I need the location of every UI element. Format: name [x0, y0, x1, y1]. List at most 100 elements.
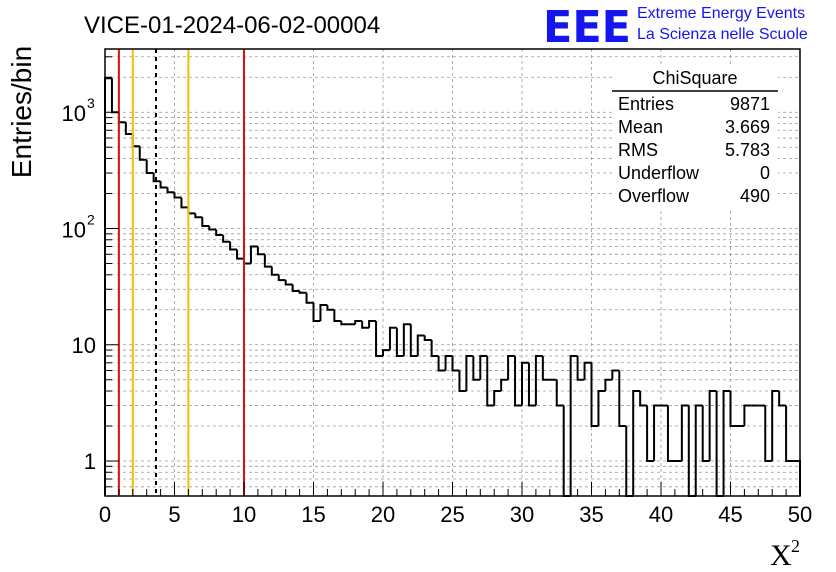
histogram-bin: [451, 356, 460, 372]
histogram-bin: [639, 391, 648, 407]
histogram-bin: [375, 321, 383, 358]
y-tick-exponent: 2: [87, 212, 95, 228]
x-tick-label: 20: [371, 502, 395, 527]
histogram-bin: [618, 370, 627, 428]
x-tick-label: 30: [510, 502, 534, 527]
y-tick-label: 10: [62, 101, 86, 126]
histogram-bin: [576, 356, 585, 381]
histogram-bin: [298, 290, 307, 294]
histogram-bin: [409, 324, 418, 358]
histogram-bin: [701, 405, 710, 463]
y-tick-label: 10: [62, 218, 86, 243]
stats-label: RMS: [618, 140, 658, 160]
histogram-bin: [291, 284, 300, 292]
histogram-bin: [382, 349, 390, 357]
histogram-bin: [368, 320, 377, 328]
histogram-bin: [472, 356, 481, 381]
histogram-bin: [270, 266, 279, 276]
histogram-bin: [437, 356, 446, 372]
histogram-bin: [194, 213, 203, 219]
x-tick-label: 35: [579, 502, 603, 527]
histogram-bin: [229, 241, 238, 251]
histogram-bin: [236, 249, 244, 260]
histogram-bin: [444, 355, 453, 371]
histogram-bin: [680, 404, 689, 462]
y-tick-label: 10: [72, 333, 96, 358]
histogram-bin: [743, 404, 752, 427]
histogram-bin: [569, 355, 578, 496]
histogram-bin: [416, 334, 425, 357]
histogram-bin: [388, 326, 397, 351]
x-tick-label: 45: [718, 502, 742, 527]
histogram-bin: [764, 405, 773, 463]
histogram-bin: [611, 369, 620, 380]
stats-box: ChiSquare Entries 9871 Mean 3.669 RMS 5.783 Und…: [612, 66, 778, 208]
histogram-bin: [263, 254, 272, 268]
y-axis-label: Entries/bin: [6, 46, 37, 178]
histogram-bin: [395, 327, 404, 358]
stats-value: 5.783: [725, 140, 770, 160]
histogram-bin: [590, 362, 599, 428]
stats-label: Mean: [618, 117, 663, 137]
histogram-bin: [597, 390, 606, 427]
histogram-bin: [486, 356, 495, 407]
histogram-bin: [778, 391, 787, 407]
histogram-bin: [159, 181, 168, 189]
histogram-bin: [215, 229, 224, 236]
histogram-bin: [201, 217, 210, 228]
histogram-bin: [583, 361, 592, 380]
x-tick-label: 15: [301, 502, 325, 527]
eee-logo-text: EEE: [543, 2, 631, 53]
histogram-bin: [333, 309, 342, 323]
x-tick-label: 25: [440, 502, 464, 527]
histogram-bin: [208, 226, 217, 231]
histogram-bin: [354, 320, 363, 325]
eee-logo-line2: La Scienza nelle Scuole: [637, 26, 808, 43]
histogram-bin: [646, 405, 655, 463]
x-tick-label: 40: [649, 502, 673, 527]
stats-label: Entries: [618, 94, 674, 114]
histogram-bin: [249, 245, 258, 264]
histogram-bin: [423, 335, 432, 341]
histogram-bin: [479, 355, 488, 380]
histogram-bin: [326, 304, 335, 311]
histogram-bin: [222, 234, 231, 243]
histogram-bin: [534, 355, 543, 406]
histogram-bin: [465, 355, 474, 392]
histogram-bin: [604, 378, 613, 392]
histogram-bin: [708, 390, 717, 462]
threshold-lines: [117, 49, 245, 496]
histogram-bin: [124, 122, 133, 135]
histogram-bin: [312, 302, 321, 323]
histogram-bin: [722, 390, 731, 496]
histogram-bin: [305, 292, 314, 304]
histogram-bin: [541, 356, 550, 381]
stats-value: 0: [760, 163, 770, 183]
histogram-bin: [729, 391, 738, 428]
stats-title: ChiSquare: [652, 68, 737, 88]
histogram-bin: [521, 361, 529, 406]
histogram-bin: [256, 246, 265, 256]
eee-logo-line1: Extreme Energy Events: [637, 5, 805, 22]
stats-value: 490: [740, 186, 770, 206]
histogram-bin: [785, 405, 794, 463]
x-axis-label: X: [770, 539, 792, 572]
stats-value: 3.669: [725, 117, 770, 137]
histogram-bin: [493, 390, 502, 406]
y-tick-exponent: 3: [87, 95, 95, 111]
chart-title: VICE-01-2024-06-02-00004: [84, 12, 380, 39]
stats-label: Underflow: [618, 163, 700, 183]
histogram-bin: [527, 362, 536, 407]
histogram-bin: [173, 192, 182, 199]
histogram-bin: [500, 378, 509, 392]
histogram-bin: [666, 405, 675, 463]
histogram-bin: [458, 370, 467, 393]
histogram-bin: [771, 390, 780, 462]
histogram-bin: [653, 404, 661, 462]
stats-label: Overflow: [618, 186, 690, 206]
eee-logo: EEE Extreme Energy Events La Scienza nel…: [543, 2, 808, 53]
histogram-bin: [555, 379, 564, 407]
histogram-bin: [166, 187, 175, 194]
